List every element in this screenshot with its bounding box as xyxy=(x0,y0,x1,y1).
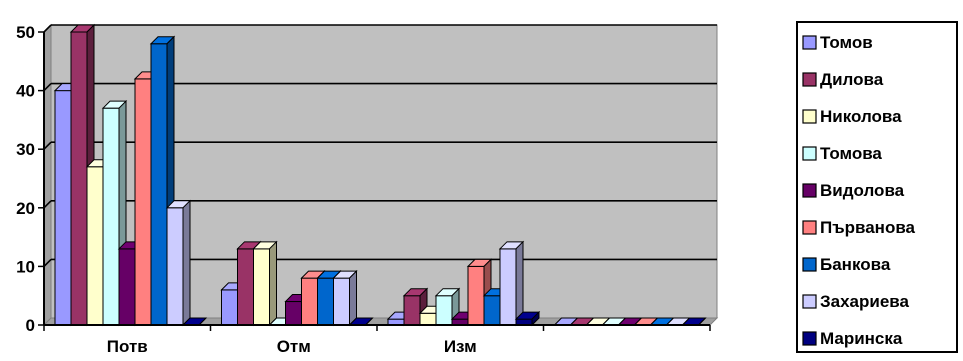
bar-front xyxy=(102,107,120,326)
gridline-side xyxy=(43,141,52,150)
bar-front xyxy=(221,289,238,326)
gridline-side xyxy=(43,83,52,92)
legend-swatch xyxy=(802,331,817,346)
y-tick-label: 20 xyxy=(16,199,35,218)
x-tick-label: Отм xyxy=(277,337,311,356)
gridline-side xyxy=(43,24,52,33)
legend-item: Томова xyxy=(802,144,882,163)
legend-label: Николова xyxy=(820,107,902,126)
y-tick-label: 0 xyxy=(26,316,35,335)
legend-item: Маринска xyxy=(802,329,903,348)
bar-side xyxy=(698,317,706,326)
legend-item: Николова xyxy=(802,107,902,126)
legend-swatch xyxy=(802,257,817,272)
legend-label: Видолова xyxy=(820,181,905,200)
legend-label: Първанова xyxy=(820,218,916,237)
legend-box xyxy=(796,21,958,353)
gridline-side xyxy=(43,258,52,267)
bars xyxy=(53,23,707,327)
legend-label: Банкова xyxy=(820,255,891,274)
legend-item: Дилова xyxy=(802,70,884,89)
bar-side xyxy=(182,199,191,327)
bar xyxy=(252,240,278,327)
bar-front xyxy=(499,248,517,326)
axes: 0 10 20 30 40 50 Потв Отм Изм xyxy=(16,23,711,356)
bar-front xyxy=(467,265,485,326)
bar xyxy=(514,310,541,327)
legend-label: Томов xyxy=(820,33,873,52)
bar-front xyxy=(86,166,104,326)
bar-side xyxy=(531,310,540,327)
bar-front xyxy=(237,248,254,326)
legend-label: Томова xyxy=(820,144,882,163)
legend-label: Дилова xyxy=(820,70,884,89)
x-tick-label: Потв xyxy=(107,337,148,356)
y-tick-label: 10 xyxy=(16,257,35,276)
legend-item: Банкова xyxy=(802,255,891,274)
bar-front xyxy=(134,78,152,326)
legend-swatch xyxy=(802,220,817,235)
bar-front xyxy=(118,248,136,326)
y-tick-label: 30 xyxy=(16,140,35,159)
legend-label: Захариева xyxy=(820,292,910,311)
legend-item: Захариева xyxy=(802,292,910,311)
bar xyxy=(332,269,358,327)
legend-swatch xyxy=(802,183,817,198)
bar-front xyxy=(150,43,168,326)
legend-swatch xyxy=(802,72,817,87)
bar-front xyxy=(403,295,421,326)
bar-front xyxy=(333,277,350,326)
x-tick-label: Изм xyxy=(444,337,477,356)
legend-swatch xyxy=(802,146,817,161)
bar-front xyxy=(285,301,302,326)
bar-front xyxy=(301,277,318,326)
bar-front xyxy=(166,207,184,326)
legend-item: Видолова xyxy=(802,181,905,200)
y-tick-label: 40 xyxy=(16,82,35,101)
bar-front xyxy=(483,295,501,326)
bar xyxy=(165,199,192,327)
bar-front xyxy=(435,295,453,326)
bar-front xyxy=(253,248,270,326)
legend-swatch xyxy=(802,294,817,309)
bar-side xyxy=(269,240,277,327)
y-tick-label: 50 xyxy=(16,23,35,42)
gridline-side xyxy=(43,200,52,209)
bar-side xyxy=(349,269,357,327)
legend-label: Маринска xyxy=(820,329,903,348)
bar-front xyxy=(70,31,88,326)
bar-side xyxy=(365,317,373,326)
bar-front xyxy=(419,312,437,326)
bar-side xyxy=(198,317,207,326)
legend-item: Първанова xyxy=(802,218,916,237)
bar-front xyxy=(54,90,72,326)
legend-swatch xyxy=(802,109,817,124)
bar-front xyxy=(317,277,334,326)
bar xyxy=(498,240,525,327)
legend: Томов Дилова Николова Томова Видолова Първано… xyxy=(796,21,958,353)
plot-side-wall xyxy=(43,23,52,327)
legend-swatch xyxy=(802,35,817,50)
legend-item: Томов xyxy=(802,33,873,52)
